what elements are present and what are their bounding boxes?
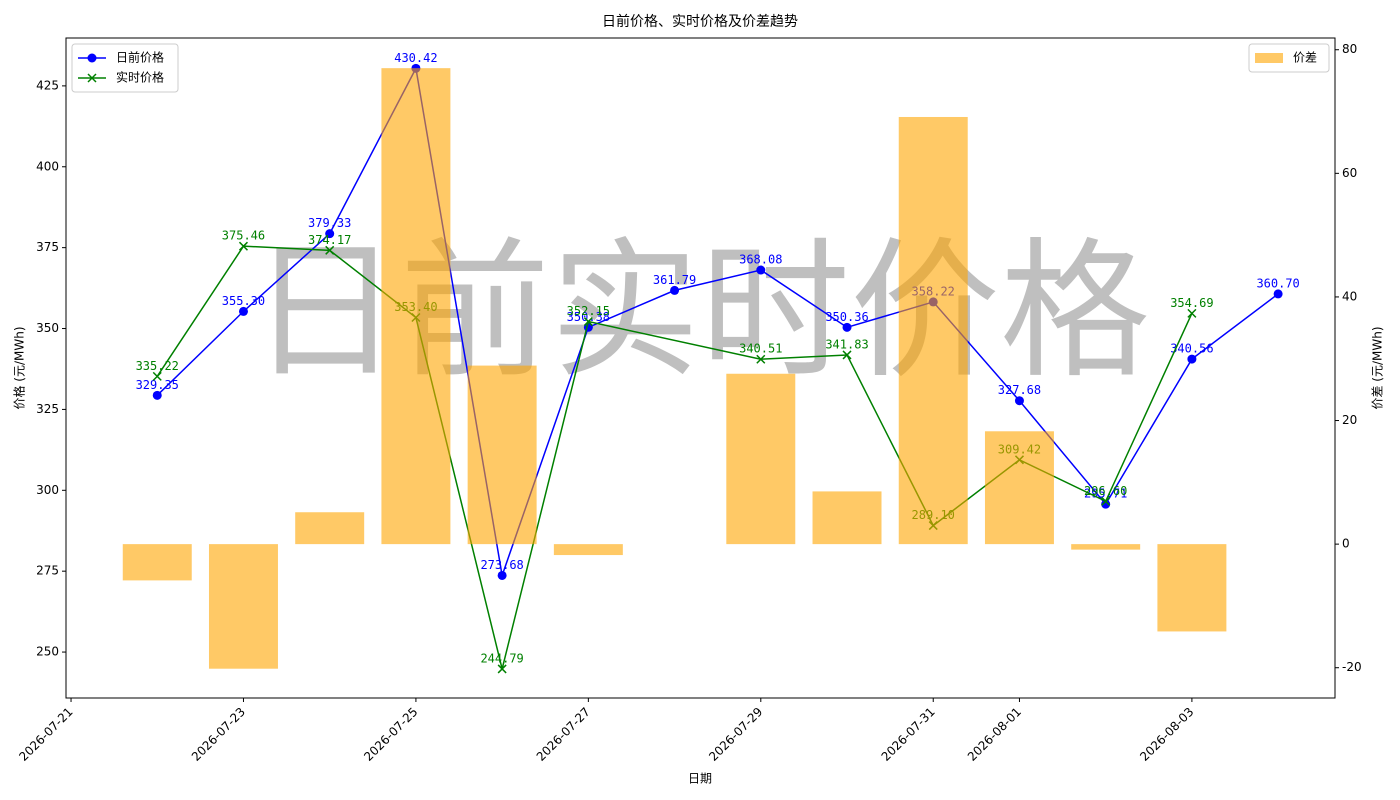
bar bbox=[1157, 544, 1227, 632]
marker bbox=[152, 390, 162, 400]
y2-tick-label: 80 bbox=[1342, 42, 1357, 56]
x-axis-label: 日期 bbox=[688, 772, 712, 786]
bar bbox=[726, 373, 796, 545]
bar bbox=[208, 544, 278, 669]
bar bbox=[812, 491, 882, 545]
data-label: 352.15 bbox=[567, 304, 610, 318]
marker bbox=[497, 570, 507, 580]
marker bbox=[152, 371, 162, 381]
marker bbox=[842, 350, 852, 360]
legend-box bbox=[71, 43, 179, 93]
data-label: 296.60 bbox=[1084, 484, 1127, 498]
data-label: 368.08 bbox=[739, 253, 782, 267]
legend-marker bbox=[87, 53, 97, 63]
marker bbox=[1101, 496, 1111, 506]
bar bbox=[898, 116, 968, 545]
y-tick-label: 425 bbox=[36, 78, 59, 92]
bar bbox=[553, 544, 623, 556]
y2-tick-label: 40 bbox=[1342, 289, 1357, 303]
legend-swatch bbox=[1255, 53, 1283, 63]
data-label: 430.42 bbox=[394, 51, 437, 65]
marker bbox=[1014, 396, 1024, 406]
data-label: 360.70 bbox=[1256, 276, 1299, 290]
marker bbox=[756, 354, 766, 364]
y-tick-label: 275 bbox=[36, 564, 59, 578]
plot-frame bbox=[65, 37, 1336, 699]
marker bbox=[238, 306, 248, 316]
y-tick-label: 400 bbox=[36, 159, 59, 173]
marker bbox=[325, 245, 335, 255]
bar bbox=[295, 512, 365, 545]
marker bbox=[238, 241, 249, 251]
legend-label: 实时价格 bbox=[116, 70, 164, 85]
data-label: 350.38 bbox=[567, 310, 610, 324]
y-tick-label: 375 bbox=[36, 240, 59, 254]
y-tick-label: 325 bbox=[36, 402, 59, 416]
legend-label: 日前价格 bbox=[116, 50, 164, 65]
y-tick-label: 300 bbox=[36, 483, 59, 497]
y2-axis-label: 价差 (元/MWh) bbox=[1371, 326, 1385, 409]
marker bbox=[1101, 499, 1111, 509]
series-line bbox=[156, 66, 1279, 576]
legend-label: 价差 bbox=[1293, 51, 1317, 65]
data-label: 374.17 bbox=[308, 233, 351, 247]
bar bbox=[381, 68, 451, 545]
y-tick-label: 350 bbox=[36, 321, 59, 335]
y2-tick-label: 20 bbox=[1342, 413, 1357, 427]
data-label: 273.68 bbox=[480, 558, 523, 572]
data-label: 329.35 bbox=[136, 378, 179, 392]
marker bbox=[756, 265, 766, 275]
data-label: 379.33 bbox=[308, 216, 351, 230]
marker bbox=[497, 664, 507, 674]
data-label: 244.79 bbox=[480, 651, 523, 665]
chart-title: 日前价格、实时价格及价差趋势 bbox=[602, 13, 798, 30]
data-label: 340.51 bbox=[739, 342, 782, 356]
data-label: 361.79 bbox=[653, 273, 696, 287]
marker bbox=[1273, 289, 1283, 299]
marker bbox=[583, 317, 593, 327]
legend-marker bbox=[87, 73, 97, 83]
legend-box bbox=[1248, 43, 1330, 73]
y-axis-label: 价格 (元/MWh) bbox=[12, 326, 27, 409]
y2-tick-label: 60 bbox=[1342, 166, 1357, 180]
data-label: 340.56 bbox=[1170, 342, 1213, 356]
data-label: 295.71 bbox=[1084, 487, 1127, 501]
y2-tick-label: -20 bbox=[1342, 660, 1362, 674]
y2-tick-label: 0 bbox=[1342, 537, 1350, 551]
marker bbox=[325, 229, 335, 239]
data-label: 335.22 bbox=[136, 359, 179, 373]
data-label: 327.68 bbox=[998, 383, 1041, 397]
bar bbox=[1071, 544, 1141, 550]
marker bbox=[1187, 354, 1197, 364]
data-label: 355.30 bbox=[222, 294, 265, 308]
bar bbox=[467, 365, 537, 545]
data-label: 375.46 bbox=[222, 229, 265, 243]
marker bbox=[1187, 308, 1197, 318]
marker bbox=[842, 322, 852, 332]
marker bbox=[670, 285, 680, 295]
y-tick-label: 250 bbox=[36, 645, 59, 659]
data-label: 354.69 bbox=[1170, 296, 1213, 310]
data-label: 350.36 bbox=[825, 310, 868, 324]
bar bbox=[984, 431, 1054, 545]
data-label: 341.83 bbox=[825, 337, 868, 351]
bar bbox=[122, 544, 192, 581]
